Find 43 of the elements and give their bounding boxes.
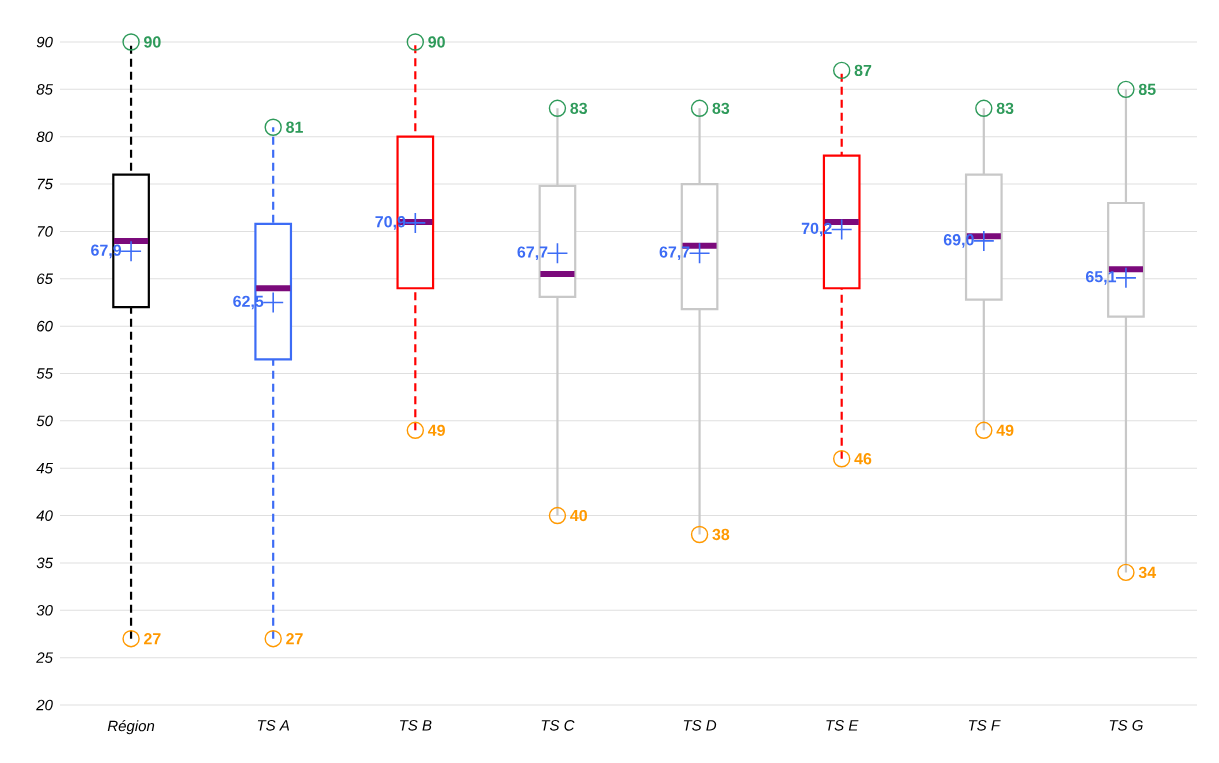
y-tick-label: 45 <box>36 462 53 474</box>
annotation: 67,7 <box>659 246 690 261</box>
y-tick-label: 25 <box>36 652 53 663</box>
annotation: 85 <box>1138 83 1156 96</box>
y-tick-label: 65 <box>37 273 53 285</box>
y-tick-label: 35 <box>36 557 53 569</box>
y-tick-label: 30 <box>36 604 53 616</box>
x-tick-label: TS C <box>541 720 575 731</box>
annotation: 81 <box>286 121 303 133</box>
annotation: 83 <box>996 102 1014 114</box>
annotation: 83 <box>570 102 588 114</box>
x-tick-label: TS F <box>968 720 1001 731</box>
x-tick-label: TS G <box>1109 720 1143 731</box>
y-tick-label: 50 <box>36 415 53 427</box>
annotation: 49 <box>427 424 445 436</box>
annotation: 67,7 <box>517 246 548 261</box>
annotation: 27 <box>144 633 161 645</box>
y-tick-label: 20 <box>36 699 53 711</box>
x-tick-label: Région <box>107 720 155 735</box>
y-tick-label: 60 <box>37 320 53 332</box>
annotation: 90 <box>144 36 161 48</box>
annotation: 27 <box>286 633 303 645</box>
annotation: 49 <box>996 424 1014 436</box>
x-tick-label: TS D <box>683 720 717 731</box>
y-tick-label: 85 <box>36 84 53 95</box>
y-tick-label: 70 <box>37 226 53 237</box>
x-tick-label: TS B <box>400 720 432 731</box>
annotation: 83 <box>712 102 730 114</box>
y-tick-label: 55 <box>36 368 53 379</box>
annotation: 69,0 <box>943 234 974 248</box>
y-tick-label: 40 <box>36 510 53 521</box>
annotation: 46 <box>854 453 872 465</box>
annotation: 90 <box>428 36 445 48</box>
annotation: 40 <box>570 509 587 522</box>
annotation: 34 <box>1138 566 1157 579</box>
annotation: 38 <box>712 528 730 541</box>
annotation: 65,1 <box>1085 271 1117 285</box>
annotation: 87 <box>854 64 872 77</box>
y-tick-label: 90 <box>36 36 53 48</box>
x-tick-label: TS E <box>826 720 859 731</box>
y-tick-label: 80 <box>36 131 53 143</box>
x-tick-label: TS A <box>257 720 290 731</box>
y-tick-label: 75 <box>37 178 53 190</box>
